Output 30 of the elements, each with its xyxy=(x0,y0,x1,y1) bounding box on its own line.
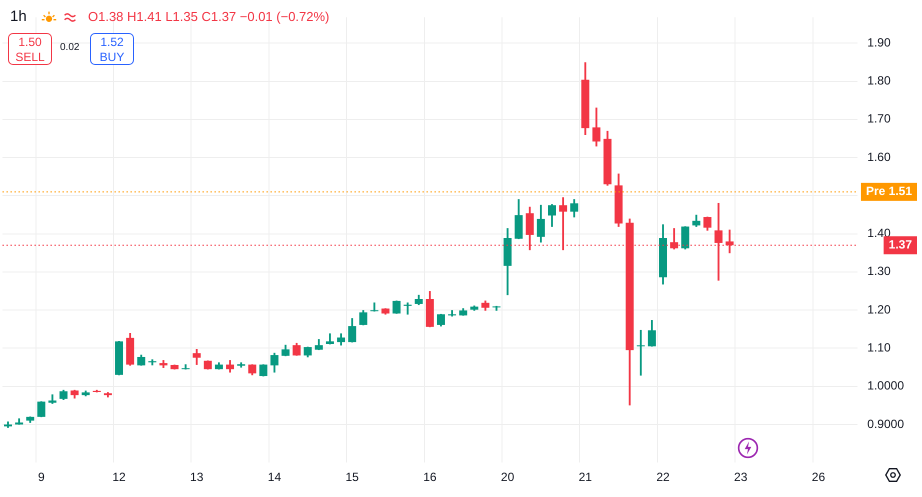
x-tick-label: 22 xyxy=(656,470,670,484)
candlestick xyxy=(370,302,378,312)
y-tick-label: 1.60 xyxy=(867,150,891,164)
y-tick-label: 1.40 xyxy=(867,226,891,240)
y-tick-label: 1.90 xyxy=(867,35,891,50)
annotation: O1.38 H1.41 L1.35 C1.37 −0.01 (−0.72%) xyxy=(88,9,330,24)
y-tick-label: 1.30 xyxy=(867,264,891,278)
x-tick-label: 16 xyxy=(423,470,437,484)
y-tick-label: 1.70 xyxy=(867,112,891,126)
x-tick-label: 20 xyxy=(500,470,515,484)
x-tick-label: 12 xyxy=(112,470,126,484)
annotation: 1.50 SELL xyxy=(8,33,52,65)
x-tick-label: 26 xyxy=(812,470,826,484)
chart-title: 1h xyxy=(10,8,27,25)
x-tick-label: 23 xyxy=(734,470,748,484)
y-tick-label: 0.9000 xyxy=(867,416,904,431)
annotation: 1.52 BUY xyxy=(90,33,134,65)
y-tick-label: 1.80 xyxy=(867,74,891,88)
candlestick xyxy=(404,302,412,315)
x-tick-label: 13 xyxy=(190,470,204,484)
y-tick-label: 1.10 xyxy=(867,340,891,355)
x-tick-label: 14 xyxy=(268,470,282,484)
ref-line-label: 1.37 xyxy=(888,238,912,252)
y-tick-label: 1.20 xyxy=(867,302,891,316)
annotation: 0.02 xyxy=(60,42,80,53)
y-tick-label: 1.0000 xyxy=(867,378,904,393)
ref-line-label: Pre 1.51 xyxy=(866,184,912,198)
x-tick-label: 21 xyxy=(578,470,592,484)
x-tick-label: 9 xyxy=(38,470,45,484)
x-tick-label: 15 xyxy=(345,470,360,484)
